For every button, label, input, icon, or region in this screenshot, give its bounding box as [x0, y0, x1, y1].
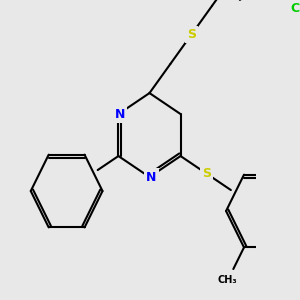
Text: N: N — [146, 170, 156, 184]
Text: S: S — [202, 167, 211, 180]
Text: CH₃: CH₃ — [218, 275, 238, 285]
Text: Cl: Cl — [290, 2, 300, 15]
Text: N: N — [115, 108, 125, 121]
Text: S: S — [187, 28, 196, 41]
